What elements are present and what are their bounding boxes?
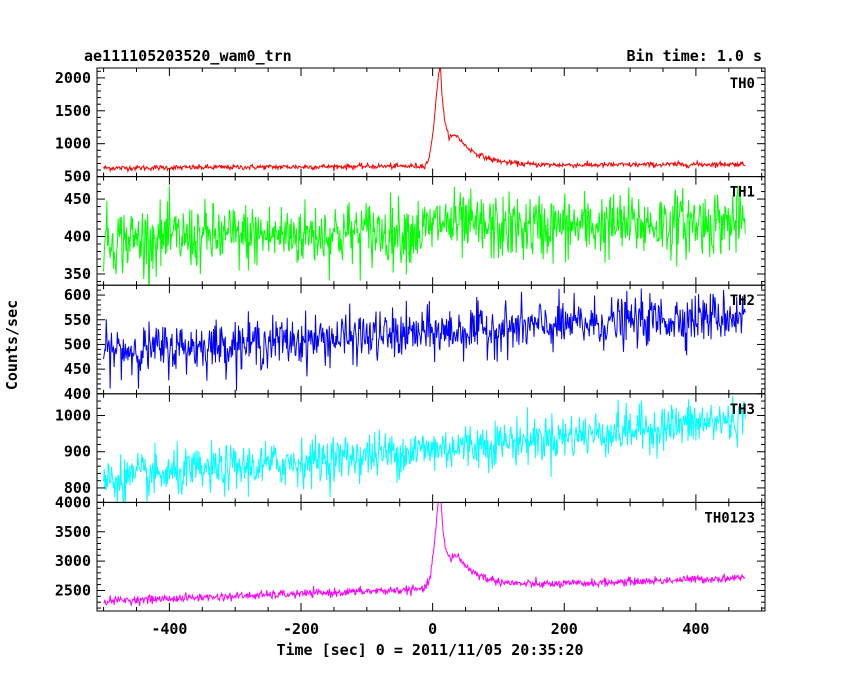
series-line-th1 [103,185,746,286]
y-tick-label: 600 [64,286,91,304]
x-tick-label: 400 [682,620,709,638]
panel-th2: TH2 400 450 500 550 600 [64,284,766,403]
y-tick-label: 550 [64,311,91,329]
panel-th0123: TH0123 2500 3000 3500 4000 [55,493,766,612]
y-tick-label: 400 [64,385,91,403]
y-tick-label: 2500 [55,581,91,599]
panel-th3: TH3 800 900 1000 [55,393,766,503]
y-tick-label: 1000 [55,135,91,153]
series-line-th2 [103,288,746,391]
y-tick-label: 350 [64,265,91,283]
series-line-th3 [103,395,746,503]
panel-label: TH3 [730,402,755,418]
x-tick-label: 200 [551,620,578,638]
x-tick-label: -400 [151,620,187,638]
y-tick-label: 450 [64,360,91,378]
y-tick-label: 3000 [55,552,91,570]
series-line-th0 [103,68,746,174]
panel-label: TH0123 [704,510,755,526]
y-tick-label: 900 [64,443,91,461]
y-axis-label: Counts/sec [3,300,21,390]
y-tick-label: 1000 [55,407,91,425]
x-tick-label: 0 [428,620,437,638]
y-tick-label: 1500 [55,102,91,120]
panel-label: TH1 [730,185,755,201]
y-tick-label: 450 [64,190,91,208]
y-tick-label: 500 [64,335,91,353]
panel-label: TH2 [730,293,755,309]
panel-th0: TH0 500 1000 1500 2000 [55,67,766,186]
bin-time-label: Bin time: 1.0 s [627,47,762,65]
series-line-th0123 [103,502,746,606]
chart-title: ae111105203520_wam0_trn [84,47,292,65]
x-tick-label: -200 [283,620,319,638]
panels-group: TH0500100015002000TH1350400450TH24004505… [55,67,766,638]
y-tick-label: 4000 [55,493,91,511]
y-tick-label: 400 [64,228,91,246]
panel-frame [96,284,766,395]
panel-frame [96,501,766,612]
panel-th1: TH1 350 400 450 [64,176,766,286]
y-tick-label: 500 [64,168,91,186]
panel-frame [96,67,766,178]
y-tick-label: 2000 [55,69,91,87]
y-tick-label: 800 [64,479,91,497]
y-tick-label: 3500 [55,523,91,541]
x-axis-label: Time [sec] 0 = 2011/11/05 20:35:20 [276,641,583,659]
panel-label: TH0 [730,76,755,92]
